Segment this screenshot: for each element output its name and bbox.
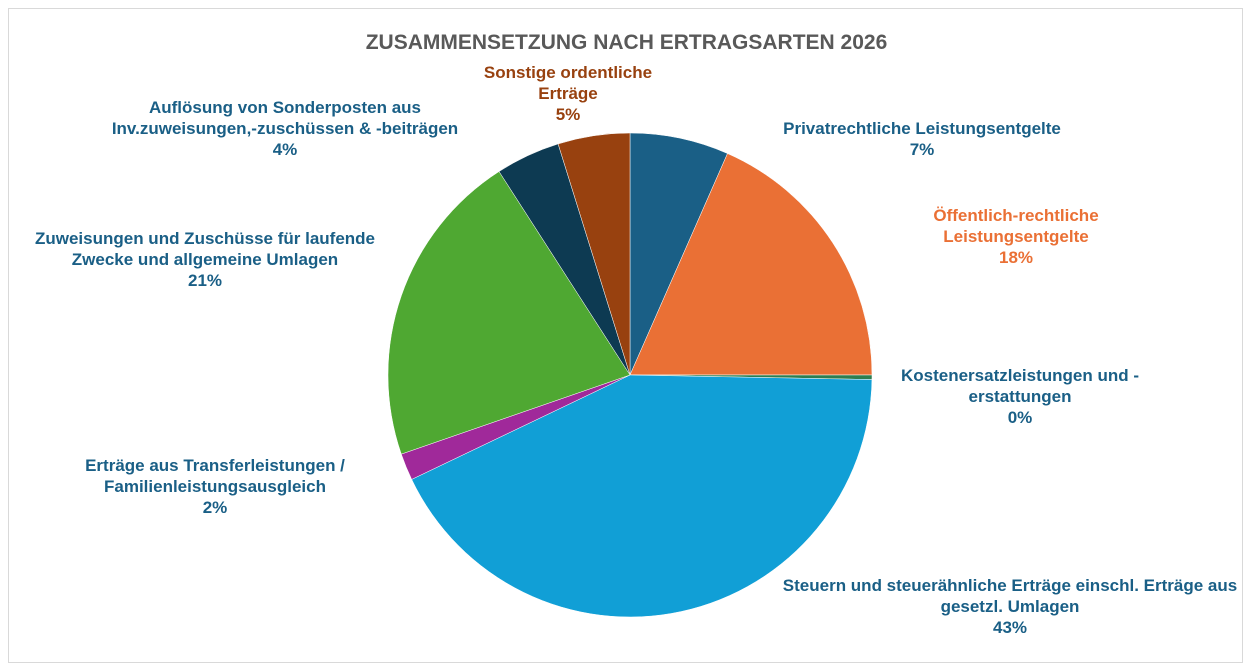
pie-slice [629, 153, 873, 376]
label-value: 43% [992, 618, 1028, 637]
label-name: Auflösung von Sonderposten aus Inv.zuwei… [111, 98, 459, 138]
label-value: 0% [1007, 408, 1033, 427]
data-label: Erträge aus Transferleistungen / Familie… [25, 455, 405, 518]
data-label: Zuweisungen und Zuschüsse für laufende Z… [25, 228, 385, 291]
data-label: Steuern und steuerähnliche Erträge einsc… [780, 575, 1240, 638]
label-name: Kostenersatzleistungen und -erstattungen [900, 366, 1140, 406]
data-label: Privatrechtliche Leistungsentgelte 7% [712, 118, 1132, 160]
label-name: Zuweisungen und Zuschüsse für laufende Z… [34, 229, 376, 269]
label-value: 4% [272, 140, 298, 159]
label-name: Steuern und steuerähnliche Erträge einsc… [782, 576, 1238, 616]
chart-title: ZUSAMMENSETZUNG NACH ERTRAGSARTEN 2026 [365, 31, 888, 54]
label-value: 18% [998, 248, 1034, 267]
label-value: 21% [187, 271, 223, 290]
label-name: Sonstige ordentliche Erträge [483, 63, 653, 103]
pie-slice [387, 171, 631, 455]
data-label: Sonstige ordentliche Erträge 5% [453, 62, 683, 125]
label-name: Öffentlich-rechtliche Leistungsentgelte [933, 206, 1099, 246]
label-value: 5% [555, 105, 581, 124]
data-label: Kostenersatzleistungen und -erstattungen… [870, 365, 1170, 428]
label-name: Erträge aus Transferleistungen / Familie… [85, 456, 345, 496]
label-value: 7% [909, 140, 935, 159]
data-label: Auflösung von Sonderposten aus Inv.zuwei… [105, 97, 465, 160]
chart-frame [8, 8, 1243, 663]
pie-slice [557, 132, 631, 376]
data-label: Öffentlich-rechtliche Leistungsentgelte 1… [886, 205, 1146, 268]
label-value: 2% [202, 498, 228, 517]
label-name: Privatrechtliche Leistungsentgelte [783, 119, 1061, 138]
pie-slice [411, 374, 873, 618]
